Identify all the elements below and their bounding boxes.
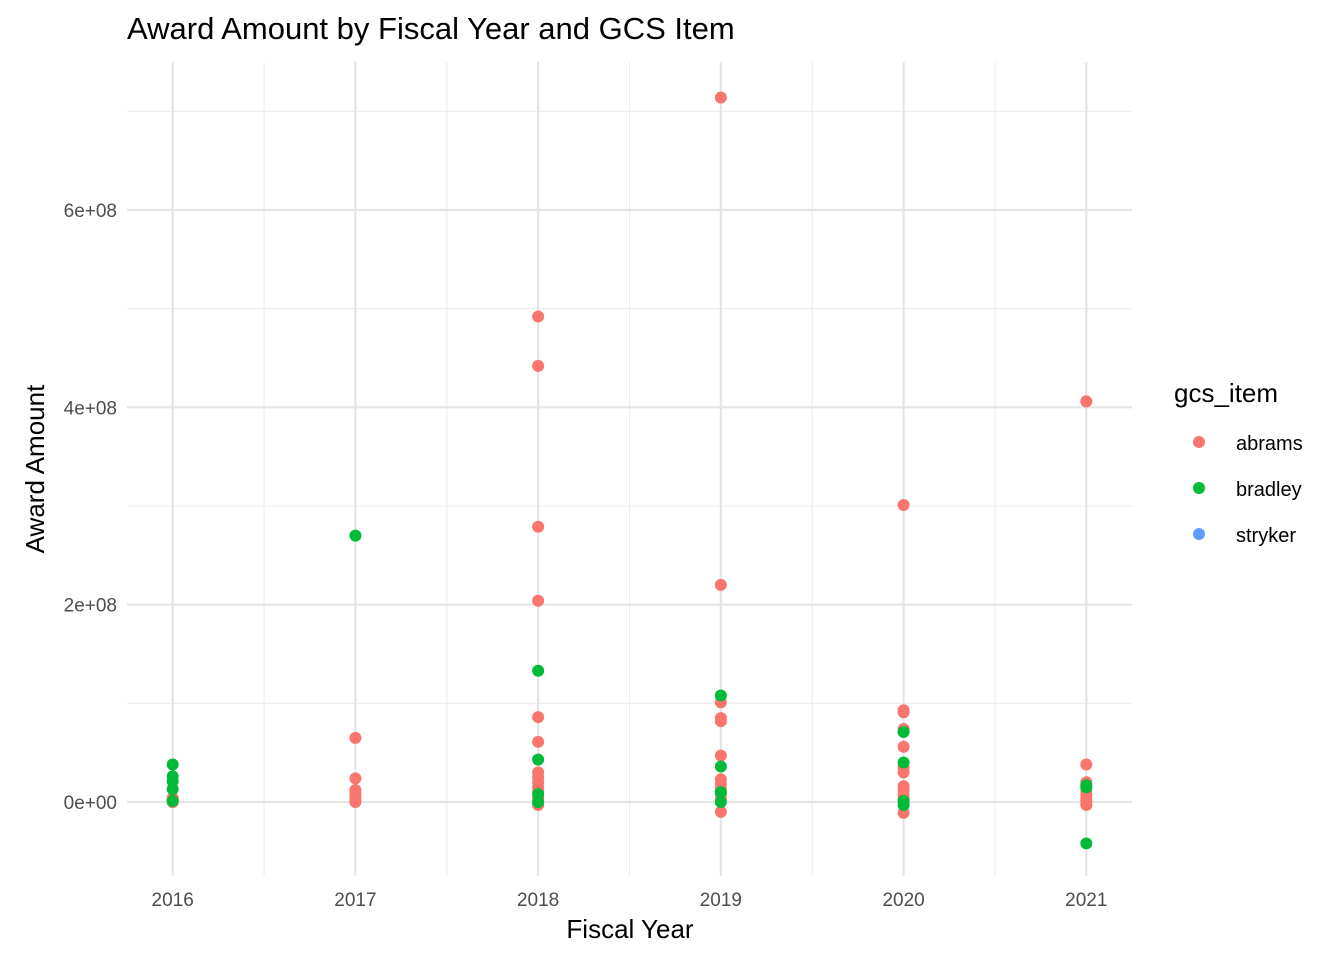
legend: gcs_item abrams bradley stryker	[1174, 378, 1303, 547]
legend-key-stryker	[1193, 528, 1205, 540]
data-point-abrams	[897, 706, 910, 719]
data-point-abrams	[532, 520, 545, 533]
data-point-bradley	[897, 798, 910, 811]
x-tick-label: 2020	[882, 890, 924, 911]
data-point-bradley	[166, 758, 179, 771]
data-point-bradley	[714, 760, 727, 773]
legend-label-bradley: bradley	[1236, 479, 1302, 501]
legend-label-abrams: abrams	[1236, 433, 1303, 455]
data-point-abrams	[714, 715, 727, 728]
data-point-abrams	[532, 711, 545, 724]
data-point-abrams	[532, 594, 545, 607]
data-point-abrams	[349, 796, 362, 808]
legend-key-abrams	[1193, 436, 1205, 448]
data-point-bradley	[714, 689, 727, 702]
axis-layer: 2016 2017 2018 2019 2020 2021 0e+00 2e+08 4e+08 6…	[64, 201, 1108, 911]
data-point-bradley	[897, 725, 910, 738]
grid-layer	[127, 62, 1132, 876]
data-point-abrams	[714, 749, 727, 762]
data-point-bradley	[532, 753, 545, 766]
data-point-bradley	[532, 664, 545, 677]
data-point-abrams	[532, 359, 545, 372]
x-axis-title: Fiscal Year	[566, 914, 694, 944]
data-point-bradley	[1080, 781, 1093, 794]
data-point-abrams	[349, 731, 362, 744]
data-point-abrams	[714, 91, 727, 104]
data-point-bradley	[532, 796, 545, 808]
data-point-abrams	[714, 578, 727, 591]
legend-label-stryker: stryker	[1236, 525, 1296, 547]
points-layer	[166, 91, 1093, 850]
data-point-abrams	[897, 740, 910, 753]
x-tick-label: 2016	[152, 890, 194, 911]
data-point-abrams	[1080, 395, 1093, 408]
data-point-bradley	[714, 796, 727, 808]
x-tick-label: 2017	[334, 890, 376, 911]
data-point-bradley	[349, 529, 362, 542]
y-tick-label: 6e+08	[64, 201, 117, 222]
data-point-bradley	[1080, 837, 1093, 850]
data-point-abrams	[714, 805, 727, 818]
y-axis-title: Award Amount	[20, 384, 50, 553]
data-point-abrams	[897, 499, 910, 512]
legend-title: gcs_item	[1174, 378, 1278, 408]
y-tick-label: 4e+08	[64, 398, 117, 419]
x-tick-label: 2019	[700, 890, 742, 911]
data-point-abrams	[532, 735, 545, 748]
x-tick-label: 2021	[1065, 890, 1107, 911]
data-point-bradley	[166, 783, 179, 796]
data-point-bradley	[897, 756, 910, 769]
x-tick-label: 2018	[517, 890, 559, 911]
data-point-bradley	[166, 795, 179, 808]
data-point-abrams	[897, 766, 910, 779]
data-point-abrams	[1080, 798, 1093, 811]
y-tick-label: 0e+00	[64, 793, 117, 814]
data-point-abrams	[1080, 758, 1093, 771]
legend-key-bradley	[1193, 482, 1205, 494]
chart-title: Award Amount by Fiscal Year and GCS Item	[127, 11, 735, 46]
data-point-abrams	[349, 772, 362, 785]
data-point-bradley	[714, 786, 727, 799]
data-point-abrams	[532, 310, 545, 323]
y-tick-label: 2e+08	[64, 596, 117, 617]
